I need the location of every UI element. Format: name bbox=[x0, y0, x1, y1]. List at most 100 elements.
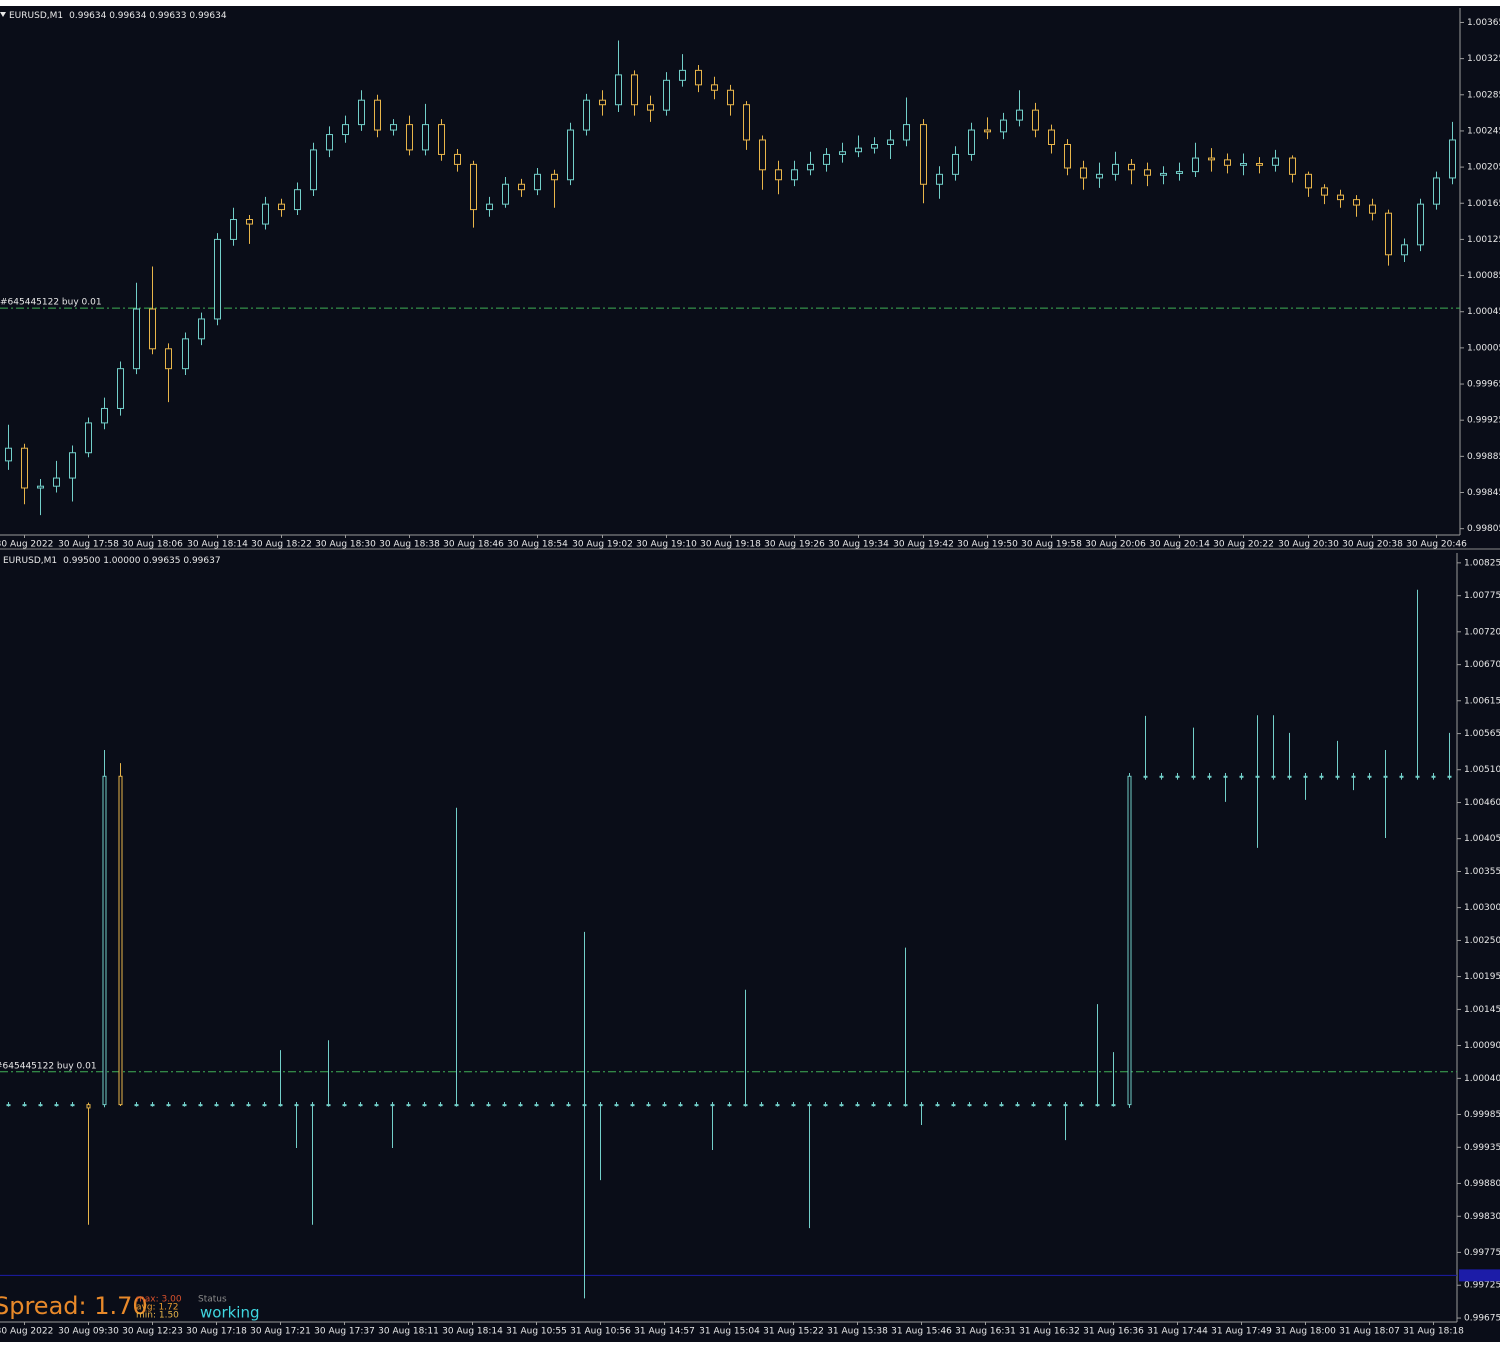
candle-body bbox=[582, 1104, 587, 1107]
candle-body bbox=[22, 1104, 27, 1107]
y-tick-label: 1.00405 bbox=[1464, 834, 1500, 844]
x-tick-label: 30 Aug 12:23 bbox=[122, 1327, 183, 1337]
y-tick-label: 1.00720 bbox=[1464, 627, 1500, 637]
candle-body bbox=[1272, 157, 1279, 166]
candle-body bbox=[1112, 163, 1119, 175]
y-tick-label: 1.00615 bbox=[1464, 696, 1500, 706]
candle-body bbox=[326, 134, 333, 151]
candle-body bbox=[1255, 775, 1260, 778]
x-tick-label: 30 Aug 17:18 bbox=[186, 1327, 247, 1337]
candle-body bbox=[1383, 775, 1388, 778]
candle-body bbox=[1271, 775, 1276, 778]
chart-menu-arrow[interactable] bbox=[0, 12, 6, 17]
candle-body bbox=[214, 1104, 219, 1107]
bid-price-tag bbox=[1459, 1269, 1500, 1282]
candle-body bbox=[54, 1104, 59, 1107]
candle-body bbox=[374, 1104, 379, 1107]
candle-body bbox=[1015, 1104, 1020, 1107]
candle-body bbox=[342, 124, 349, 136]
spread-avg: avg: 1.72 bbox=[136, 1303, 179, 1313]
candle-body bbox=[1144, 169, 1151, 176]
spread-min: min: 1.50 bbox=[136, 1311, 179, 1321]
candle-body bbox=[1175, 775, 1180, 778]
x-tick-label: 31 Aug 15:46 bbox=[891, 1327, 952, 1337]
candle-body bbox=[53, 477, 60, 487]
candle-body bbox=[294, 1104, 299, 1107]
x-tick-label: 30 Aug 18:30 bbox=[315, 540, 376, 550]
candle-body bbox=[968, 129, 975, 155]
y-tick-label: 1.00145 bbox=[1464, 1005, 1500, 1015]
candle-body bbox=[86, 1104, 91, 1109]
x-tick-label: 31 Aug 15:22 bbox=[763, 1327, 824, 1337]
candle-body bbox=[342, 1104, 347, 1107]
candle-body bbox=[663, 79, 670, 111]
candle-body bbox=[727, 1104, 732, 1107]
candle-body bbox=[1385, 212, 1392, 256]
candle-body bbox=[534, 1104, 539, 1107]
x-tick-label: 31 Aug 17:44 bbox=[1147, 1327, 1208, 1337]
x-tick-label: 31 Aug 18:07 bbox=[1339, 1327, 1400, 1337]
candle-body bbox=[37, 485, 44, 489]
candle-body bbox=[454, 153, 461, 165]
candle-body bbox=[743, 1104, 748, 1107]
candle-body bbox=[1256, 162, 1263, 166]
y-tick-label: 1.00355 bbox=[1464, 867, 1500, 877]
x-tick-label: 31 Aug 16:31 bbox=[955, 1327, 1016, 1337]
candle-body bbox=[1321, 187, 1328, 196]
candle-body bbox=[166, 1104, 171, 1107]
x-tick-label: 31 Aug 16:32 bbox=[1019, 1327, 1080, 1337]
candle-body bbox=[358, 99, 365, 126]
candle-body bbox=[630, 1104, 635, 1107]
x-tick-label: 30 Aug 19:58 bbox=[1021, 540, 1082, 550]
candle-body bbox=[903, 1104, 908, 1107]
candle-body bbox=[679, 69, 686, 81]
charts: 1.00365 1.00325 1.00285 1.00245 1.00205 1.001… bbox=[0, 8, 1500, 1337]
candle-body bbox=[133, 308, 140, 370]
candle-body bbox=[1096, 173, 1103, 179]
x-tick-label: 30 Aug 18:54 bbox=[507, 540, 568, 550]
candle-body bbox=[1192, 157, 1199, 173]
candle-body bbox=[406, 124, 413, 151]
candle-body bbox=[1319, 775, 1324, 778]
candle-body bbox=[1367, 775, 1372, 778]
candle-body bbox=[550, 1104, 555, 1107]
candle-body bbox=[566, 1104, 571, 1107]
candle-body bbox=[823, 153, 830, 165]
x-tick-label: 30 Aug 2022 bbox=[0, 1327, 53, 1337]
candle-body bbox=[1064, 143, 1071, 169]
y-tick-label: 1.00205 bbox=[1467, 163, 1500, 173]
candle-body bbox=[1224, 159, 1231, 166]
candle-body bbox=[952, 153, 959, 175]
candle-body bbox=[599, 99, 606, 106]
candle-body bbox=[262, 1104, 267, 1107]
candle-body bbox=[727, 89, 734, 106]
candle-body bbox=[1207, 775, 1212, 778]
candle-body bbox=[551, 173, 558, 181]
x-tick-label: 30 Aug 18:22 bbox=[251, 540, 312, 550]
y-tick-label: 0.99805 bbox=[1467, 524, 1500, 534]
candle-body bbox=[1000, 119, 1007, 133]
y-tick-label: 0.99675 bbox=[1464, 1314, 1500, 1324]
candle-body bbox=[967, 1104, 972, 1107]
candle-body bbox=[85, 422, 92, 454]
candle-body bbox=[567, 129, 574, 181]
chart-ohlc: 0.99500 1.00000 0.99635 0.99637 bbox=[63, 556, 220, 566]
candle-body bbox=[823, 1104, 828, 1107]
candle-body bbox=[1305, 173, 1312, 189]
x-tick-label: 31 Aug 14:57 bbox=[634, 1327, 695, 1337]
x-tick-label: 30 Aug 17:37 bbox=[314, 1327, 375, 1337]
x-tick-label: 31 Aug 18:18 bbox=[1403, 1327, 1464, 1337]
candle-body bbox=[406, 1104, 411, 1107]
candle-body bbox=[230, 219, 237, 240]
candle-body bbox=[839, 1104, 844, 1107]
candle-body bbox=[694, 1104, 699, 1107]
candle-body bbox=[5, 447, 12, 462]
candle-body bbox=[1031, 1104, 1036, 1107]
y-tick-label: 1.00325 bbox=[1467, 54, 1500, 64]
y-tick-label: 0.99775 bbox=[1464, 1248, 1500, 1258]
candle-body bbox=[759, 139, 766, 171]
x-tick-label: 30 Aug 18:14 bbox=[442, 1327, 503, 1337]
order-label: #645445122 buy 0.01 bbox=[0, 1061, 97, 1071]
